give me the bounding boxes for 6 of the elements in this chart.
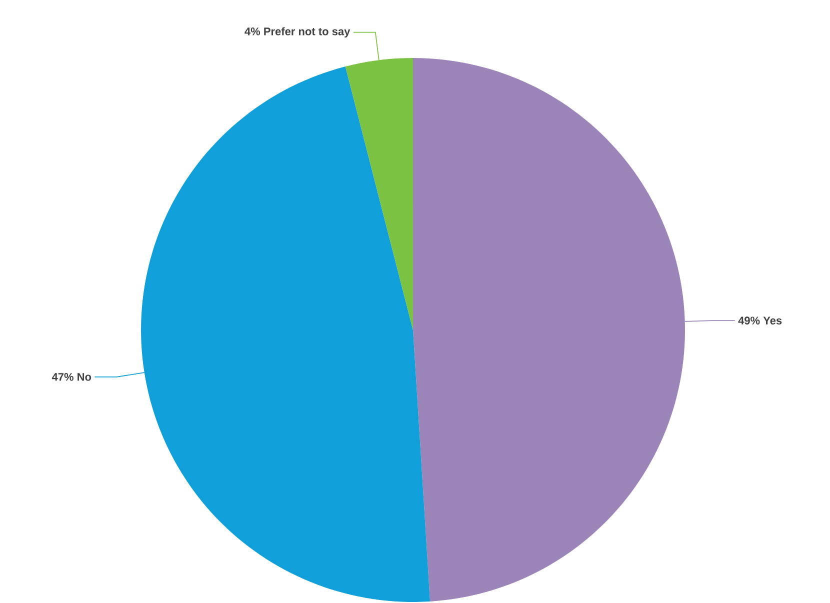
slice-label: No	[78, 373, 92, 381]
data-label: 47%	[52, 373, 74, 381]
slice-label: Yes	[763, 316, 782, 324]
data-label: 49%	[738, 316, 760, 324]
data-label: 4%	[244, 28, 260, 36]
slice-label: Prefer not to say	[264, 27, 350, 38]
